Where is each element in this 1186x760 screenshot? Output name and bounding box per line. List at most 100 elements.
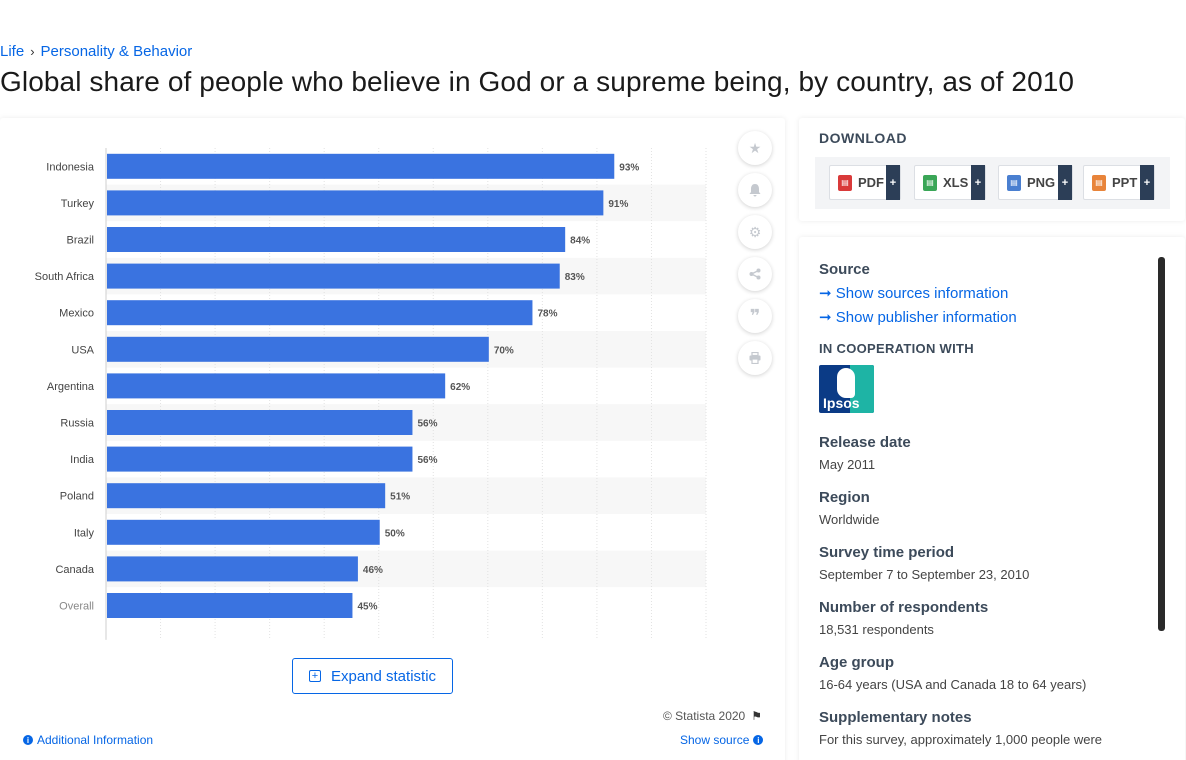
data-label: 78%: [537, 309, 557, 320]
copyright: © Statista 2020 ⚑: [663, 709, 762, 723]
xls-file-icon: ▤: [923, 174, 937, 191]
respondents-value: 18,531 respondents: [819, 622, 934, 637]
ipsos-logo[interactable]: Ipsos: [819, 365, 874, 413]
age-group-label: Age group: [819, 654, 894, 671]
show-publisher-link[interactable]: ➞ Show publisher information: [819, 308, 1017, 326]
download-png-label: PNG: [1027, 175, 1056, 190]
info-icon: i: [753, 735, 764, 745]
download-ppt-button[interactable]: ▤ PPT +: [1083, 165, 1155, 200]
print-button[interactable]: [738, 341, 772, 375]
download-pdf-button[interactable]: ▤ PDF +: [829, 165, 901, 200]
bar-poland[interactable]: [107, 483, 386, 509]
cooperation-heading: IN COOPERATION WITH: [819, 341, 974, 356]
data-label: 50%: [385, 528, 405, 539]
page-title: Global share of people who believe in Go…: [0, 66, 1075, 97]
additional-information-link[interactable]: i Additional Information: [19, 733, 153, 747]
category-label: South Africa: [35, 271, 95, 283]
release-date-label: Release date: [819, 434, 911, 451]
data-label: 56%: [417, 419, 437, 430]
supplementary-notes-value: For this survey, approximately 1,000 peo…: [819, 732, 1103, 747]
flag-icon[interactable]: ⚑: [751, 709, 762, 723]
ppt-file-icon: ▤: [1092, 174, 1106, 191]
bar-usa[interactable]: [107, 336, 489, 362]
category-label: USA: [71, 344, 94, 356]
category-label: Argentina: [47, 381, 95, 393]
survey-period-value: September 7 to September 23, 2010: [819, 567, 1030, 582]
bar-chart: Indonesia 93% Turkey 91% Brazil 84% South Afri…: [35, 148, 707, 640]
download-xls-button[interactable]: ▤ XLS +: [914, 165, 986, 200]
category-label: Overall: [59, 601, 94, 613]
quote-icon: ❞: [749, 305, 761, 326]
expand-statistic-button[interactable]: + Expand statistic: [292, 658, 453, 694]
breadcrumb-link-life[interactable]: Life: [0, 43, 25, 60]
bar-italy[interactable]: [107, 519, 380, 545]
data-label: 56%: [417, 455, 437, 466]
category-label: Russia: [60, 418, 95, 430]
pdf-file-icon: ▤: [838, 174, 852, 191]
bar-indonesia[interactable]: [107, 153, 615, 179]
category-label: Brazil: [66, 235, 94, 247]
bar-turkey[interactable]: [107, 190, 604, 216]
show-sources-link[interactable]: ➞ Show sources information: [819, 284, 1008, 302]
bar-mexico[interactable]: [107, 300, 533, 326]
data-label: 51%: [390, 492, 410, 503]
additional-information-label: Additional Information: [37, 733, 154, 747]
ipsos-logo-text: Ipsos: [823, 395, 860, 411]
scrollbar[interactable]: [1158, 257, 1165, 631]
info-icon: i: [23, 735, 33, 745]
download-title: DOWNLOAD: [819, 130, 907, 146]
copyright-text: © Statista 2020: [663, 709, 746, 723]
show-publisher-label: Show publisher information: [835, 309, 1017, 326]
data-label: 84%: [570, 236, 590, 247]
release-date-value: May 2011: [819, 457, 876, 472]
category-label: Italy: [74, 527, 95, 539]
download-buttons: ▤ PDF + ▤ XLS + ▤ PNG + ▤ PPT +: [815, 157, 1170, 209]
settings-button[interactable]: ⚙: [738, 215, 772, 249]
category-label: Canada: [55, 564, 94, 576]
show-source-link[interactable]: Show source i: [680, 733, 767, 747]
favorite-button[interactable]: ★: [738, 131, 772, 165]
show-sources-label: Show sources information: [835, 285, 1009, 302]
notification-button[interactable]: [738, 173, 772, 207]
share-button[interactable]: [738, 257, 772, 291]
bell-icon: [749, 183, 761, 196]
respondents-label: Number of respondents: [819, 599, 989, 616]
plus-icon: +: [971, 165, 985, 200]
bar-brazil[interactable]: [107, 227, 566, 252]
region-label: Region: [819, 489, 870, 506]
bar-india[interactable]: [107, 446, 413, 472]
survey-period-label: Survey time period: [819, 544, 955, 561]
bar-south-africa[interactable]: [107, 263, 560, 289]
share-icon: [749, 268, 761, 280]
source-card: Source ➞ Show sources information ➞ Show…: [799, 237, 1185, 760]
gear-icon: ⚙: [748, 223, 762, 240]
breadcrumb-link-personality[interactable]: Personality & Behavior: [40, 43, 193, 60]
download-card: DOWNLOAD ▤ PDF + ▤ XLS + ▤ PNG + ▤ PPT +: [799, 118, 1185, 221]
plus-icon: +: [886, 165, 900, 200]
star-icon: ★: [748, 139, 762, 156]
cite-button[interactable]: ❞: [738, 299, 772, 333]
category-label: Mexico: [59, 308, 94, 320]
data-label: 62%: [450, 382, 470, 393]
data-label: 91%: [608, 199, 628, 210]
plus-icon: +: [1058, 165, 1072, 200]
bar-canada[interactable]: [107, 556, 358, 582]
data-label: 70%: [494, 345, 514, 356]
print-icon: [749, 352, 761, 364]
data-label: 45%: [357, 602, 377, 613]
png-file-icon: ▤: [1007, 174, 1021, 191]
category-label: India: [70, 454, 95, 466]
bar-overall[interactable]: [107, 593, 353, 618]
category-label: Indonesia: [46, 161, 95, 173]
plus-icon: +: [1140, 165, 1154, 200]
data-label: 83%: [565, 272, 585, 283]
expand-statistic-label: Expand statistic: [330, 667, 437, 685]
chart-card: Indonesia 93% Turkey 91% Brazil 84% South Afri…: [0, 118, 785, 760]
breadcrumb: Life › Personality & Behavior: [0, 43, 192, 60]
bar-argentina[interactable]: [107, 373, 446, 399]
supplementary-notes-label: Supplementary notes: [819, 709, 972, 726]
download-png-button[interactable]: ▤ PNG +: [998, 165, 1073, 200]
download-pdf-label: PDF: [858, 175, 884, 190]
bar-russia[interactable]: [107, 410, 413, 435]
show-source-label: Show source: [680, 733, 750, 747]
